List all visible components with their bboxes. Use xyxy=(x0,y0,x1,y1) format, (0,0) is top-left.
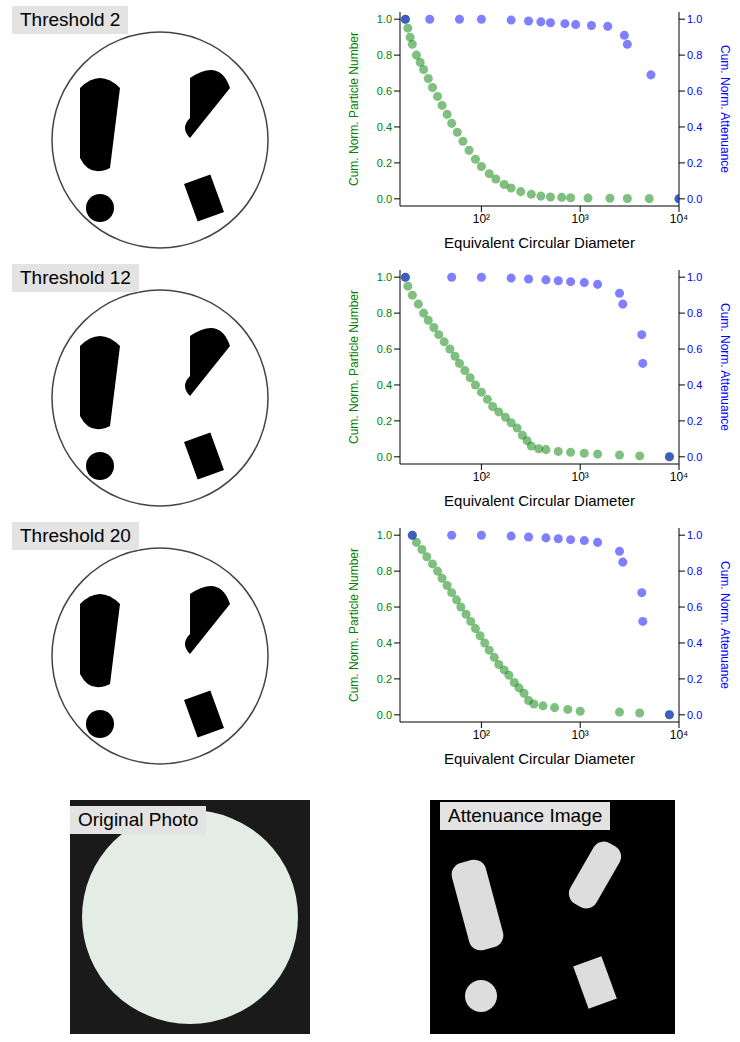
svg-text:Cum. Norm. Particle Number: Cum. Norm. Particle Number xyxy=(348,32,361,186)
svg-text:0.4: 0.4 xyxy=(687,637,702,649)
svg-text:0.2: 0.2 xyxy=(687,673,702,685)
svg-text:Equivalent Circular Diameter: Equivalent Circular Diameter xyxy=(444,234,635,251)
svg-text:1.0: 1.0 xyxy=(687,13,702,25)
html-text:Threshold 20: Threshold 20 xyxy=(20,525,131,546)
svg-text:0.4: 0.4 xyxy=(377,637,392,649)
svg-text:Equivalent Circular Diameter: Equivalent Circular Diameter xyxy=(444,750,635,767)
svg-text:Cum. Norm. Particle Number: Cum. Norm. Particle Number xyxy=(348,290,361,444)
svg-text:1.0: 1.0 xyxy=(687,529,702,541)
svg-text:0.6: 0.6 xyxy=(377,85,392,97)
svg-text:10²: 10² xyxy=(473,212,490,226)
svg-text:0.8: 0.8 xyxy=(687,565,702,577)
svg-text:0.8: 0.8 xyxy=(377,307,392,319)
svg-text:0.2: 0.2 xyxy=(687,415,702,427)
html-text:Original Photo: Original Photo xyxy=(78,809,199,830)
svg-text:0.0: 0.0 xyxy=(377,451,392,463)
svg-text:Cum. Norm. Particle Number: Cum. Norm. Particle Number xyxy=(348,548,361,702)
svg-text:Cum. Norm. Attenuance: Cum. Norm. Attenuance xyxy=(718,303,732,431)
svg-text:0.6: 0.6 xyxy=(687,343,702,355)
svg-text:0.8: 0.8 xyxy=(687,307,702,319)
svg-text:0.2: 0.2 xyxy=(377,157,392,169)
svg-text:10³: 10³ xyxy=(572,470,589,484)
html-text:Threshold 12: Threshold 12 xyxy=(20,267,131,288)
svg-text:0.6: 0.6 xyxy=(377,343,392,355)
svg-text:0.8: 0.8 xyxy=(687,49,702,61)
svg-text:0.8: 0.8 xyxy=(377,49,392,61)
svg-text:10⁴: 10⁴ xyxy=(670,728,689,742)
svg-text:0.0: 0.0 xyxy=(687,451,702,463)
svg-text:10²: 10² xyxy=(473,470,490,484)
svg-text:1.0: 1.0 xyxy=(377,271,392,283)
svg-text:0.4: 0.4 xyxy=(687,379,702,391)
svg-text:Equivalent Circular Diameter: Equivalent Circular Diameter xyxy=(444,492,635,509)
svg-text:10⁴: 10⁴ xyxy=(670,470,689,484)
html-text:Attenuance Image: Attenuance Image xyxy=(448,805,603,826)
svg-text:0.0: 0.0 xyxy=(377,709,392,721)
svg-text:0.0: 0.0 xyxy=(377,193,392,205)
svg-text:0.4: 0.4 xyxy=(687,121,702,133)
svg-text:Cum. Norm. Attenuance: Cum. Norm. Attenuance xyxy=(718,561,732,689)
svg-text:0.2: 0.2 xyxy=(377,673,392,685)
svg-text:0.6: 0.6 xyxy=(687,85,702,97)
svg-text:1.0: 1.0 xyxy=(687,271,702,283)
svg-text:0.0: 0.0 xyxy=(687,193,702,205)
svg-text:10⁴: 10⁴ xyxy=(670,212,689,226)
svg-text:10³: 10³ xyxy=(572,212,589,226)
svg-text:1.0: 1.0 xyxy=(377,13,392,25)
svg-text:0.2: 0.2 xyxy=(377,415,392,427)
svg-text:0.4: 0.4 xyxy=(377,121,392,133)
svg-text:1.0: 1.0 xyxy=(377,529,392,541)
svg-text:10²: 10² xyxy=(473,728,490,742)
svg-text:0.0: 0.0 xyxy=(687,709,702,721)
svg-text:Cum. Norm. Attenuance: Cum. Norm. Attenuance xyxy=(718,45,732,173)
svg-text:0.2: 0.2 xyxy=(687,157,702,169)
svg-text:0.4: 0.4 xyxy=(377,379,392,391)
html-text:Threshold 2: Threshold 2 xyxy=(20,9,121,30)
svg-text:10³: 10³ xyxy=(572,728,589,742)
svg-text:0.6: 0.6 xyxy=(377,601,392,613)
svg-text:0.6: 0.6 xyxy=(687,601,702,613)
svg-text:0.8: 0.8 xyxy=(377,565,392,577)
